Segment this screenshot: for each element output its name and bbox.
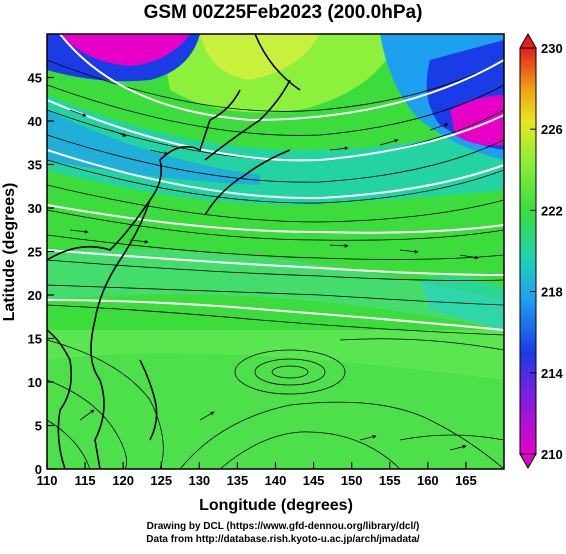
y-tick-label: 25 [28, 245, 42, 260]
x-axis-ticks: 110 115 120 125 130 135 140 145 150 155 160 165 [37, 462, 477, 488]
coastlines [47, 34, 301, 469]
x-tick-label: 125 [150, 473, 172, 488]
colorbar-tick-label: 210 [541, 447, 563, 462]
height-contours [47, 34, 504, 331]
x-tick-label: 145 [303, 473, 325, 488]
colorbar-top-arrow [519, 32, 537, 49]
colorbar-gradient [519, 47, 537, 455]
y-tick-label: 0 [35, 462, 42, 477]
x-tick-label: 160 [417, 473, 439, 488]
x-tick-label: 155 [379, 473, 401, 488]
y-tick-label: 5 [35, 419, 42, 434]
y-tick-label: 35 [28, 158, 42, 173]
colorbar-tick-label: 214 [541, 366, 563, 381]
y-tick-label: 40 [28, 114, 42, 129]
x-tick-label: 135 [227, 473, 249, 488]
colorbar-tick-label: 230 [541, 41, 563, 56]
y-tick-label: 30 [28, 201, 42, 216]
x-tick-label: 120 [112, 473, 134, 488]
colorbar-tick-label: 222 [541, 203, 563, 218]
y-axis-ticks: 0 5 10 15 20 25 30 35 40 45 [28, 71, 54, 477]
x-tick-label: 165 [455, 473, 477, 488]
chart-title: GSM 00Z25Feb2023 (200.0hPa) [143, 2, 423, 23]
x-tick-label: 150 [341, 473, 363, 488]
x-axis-label: Longitude (degrees) [199, 497, 353, 514]
colorbar-ticks: 210 214 218 222 226 230 [530, 41, 563, 462]
field-shading [47, 34, 504, 469]
y-tick-label: 20 [28, 288, 42, 303]
colorbar-bottom-arrow [519, 453, 537, 470]
colorbar-tick-label: 226 [541, 122, 563, 137]
wind-vectors [69, 109, 479, 451]
y-tick-label: 10 [28, 375, 42, 390]
y-tick-label: 15 [28, 332, 42, 347]
x-tick-label: 115 [75, 473, 96, 488]
y-axis-label: Latitude (degrees) [1, 183, 18, 322]
y-tick-label: 45 [28, 71, 42, 86]
x-tick-label: 110 [37, 473, 58, 488]
credits-line-2: Data from http://database.rish.kyoto-u.a… [146, 534, 420, 545]
x-tick-label: 140 [265, 473, 287, 488]
credits-line-1: Drawing by DCL (https://www.gfd-dennou.o… [146, 521, 420, 532]
colorbar-tick-label: 218 [541, 285, 563, 300]
credits: Drawing by DCL (https://www.gfd-dennou.o… [0, 520, 566, 546]
x-tick-label: 130 [188, 473, 210, 488]
colorbar: 210 214 218 222 226 230 [519, 32, 563, 470]
